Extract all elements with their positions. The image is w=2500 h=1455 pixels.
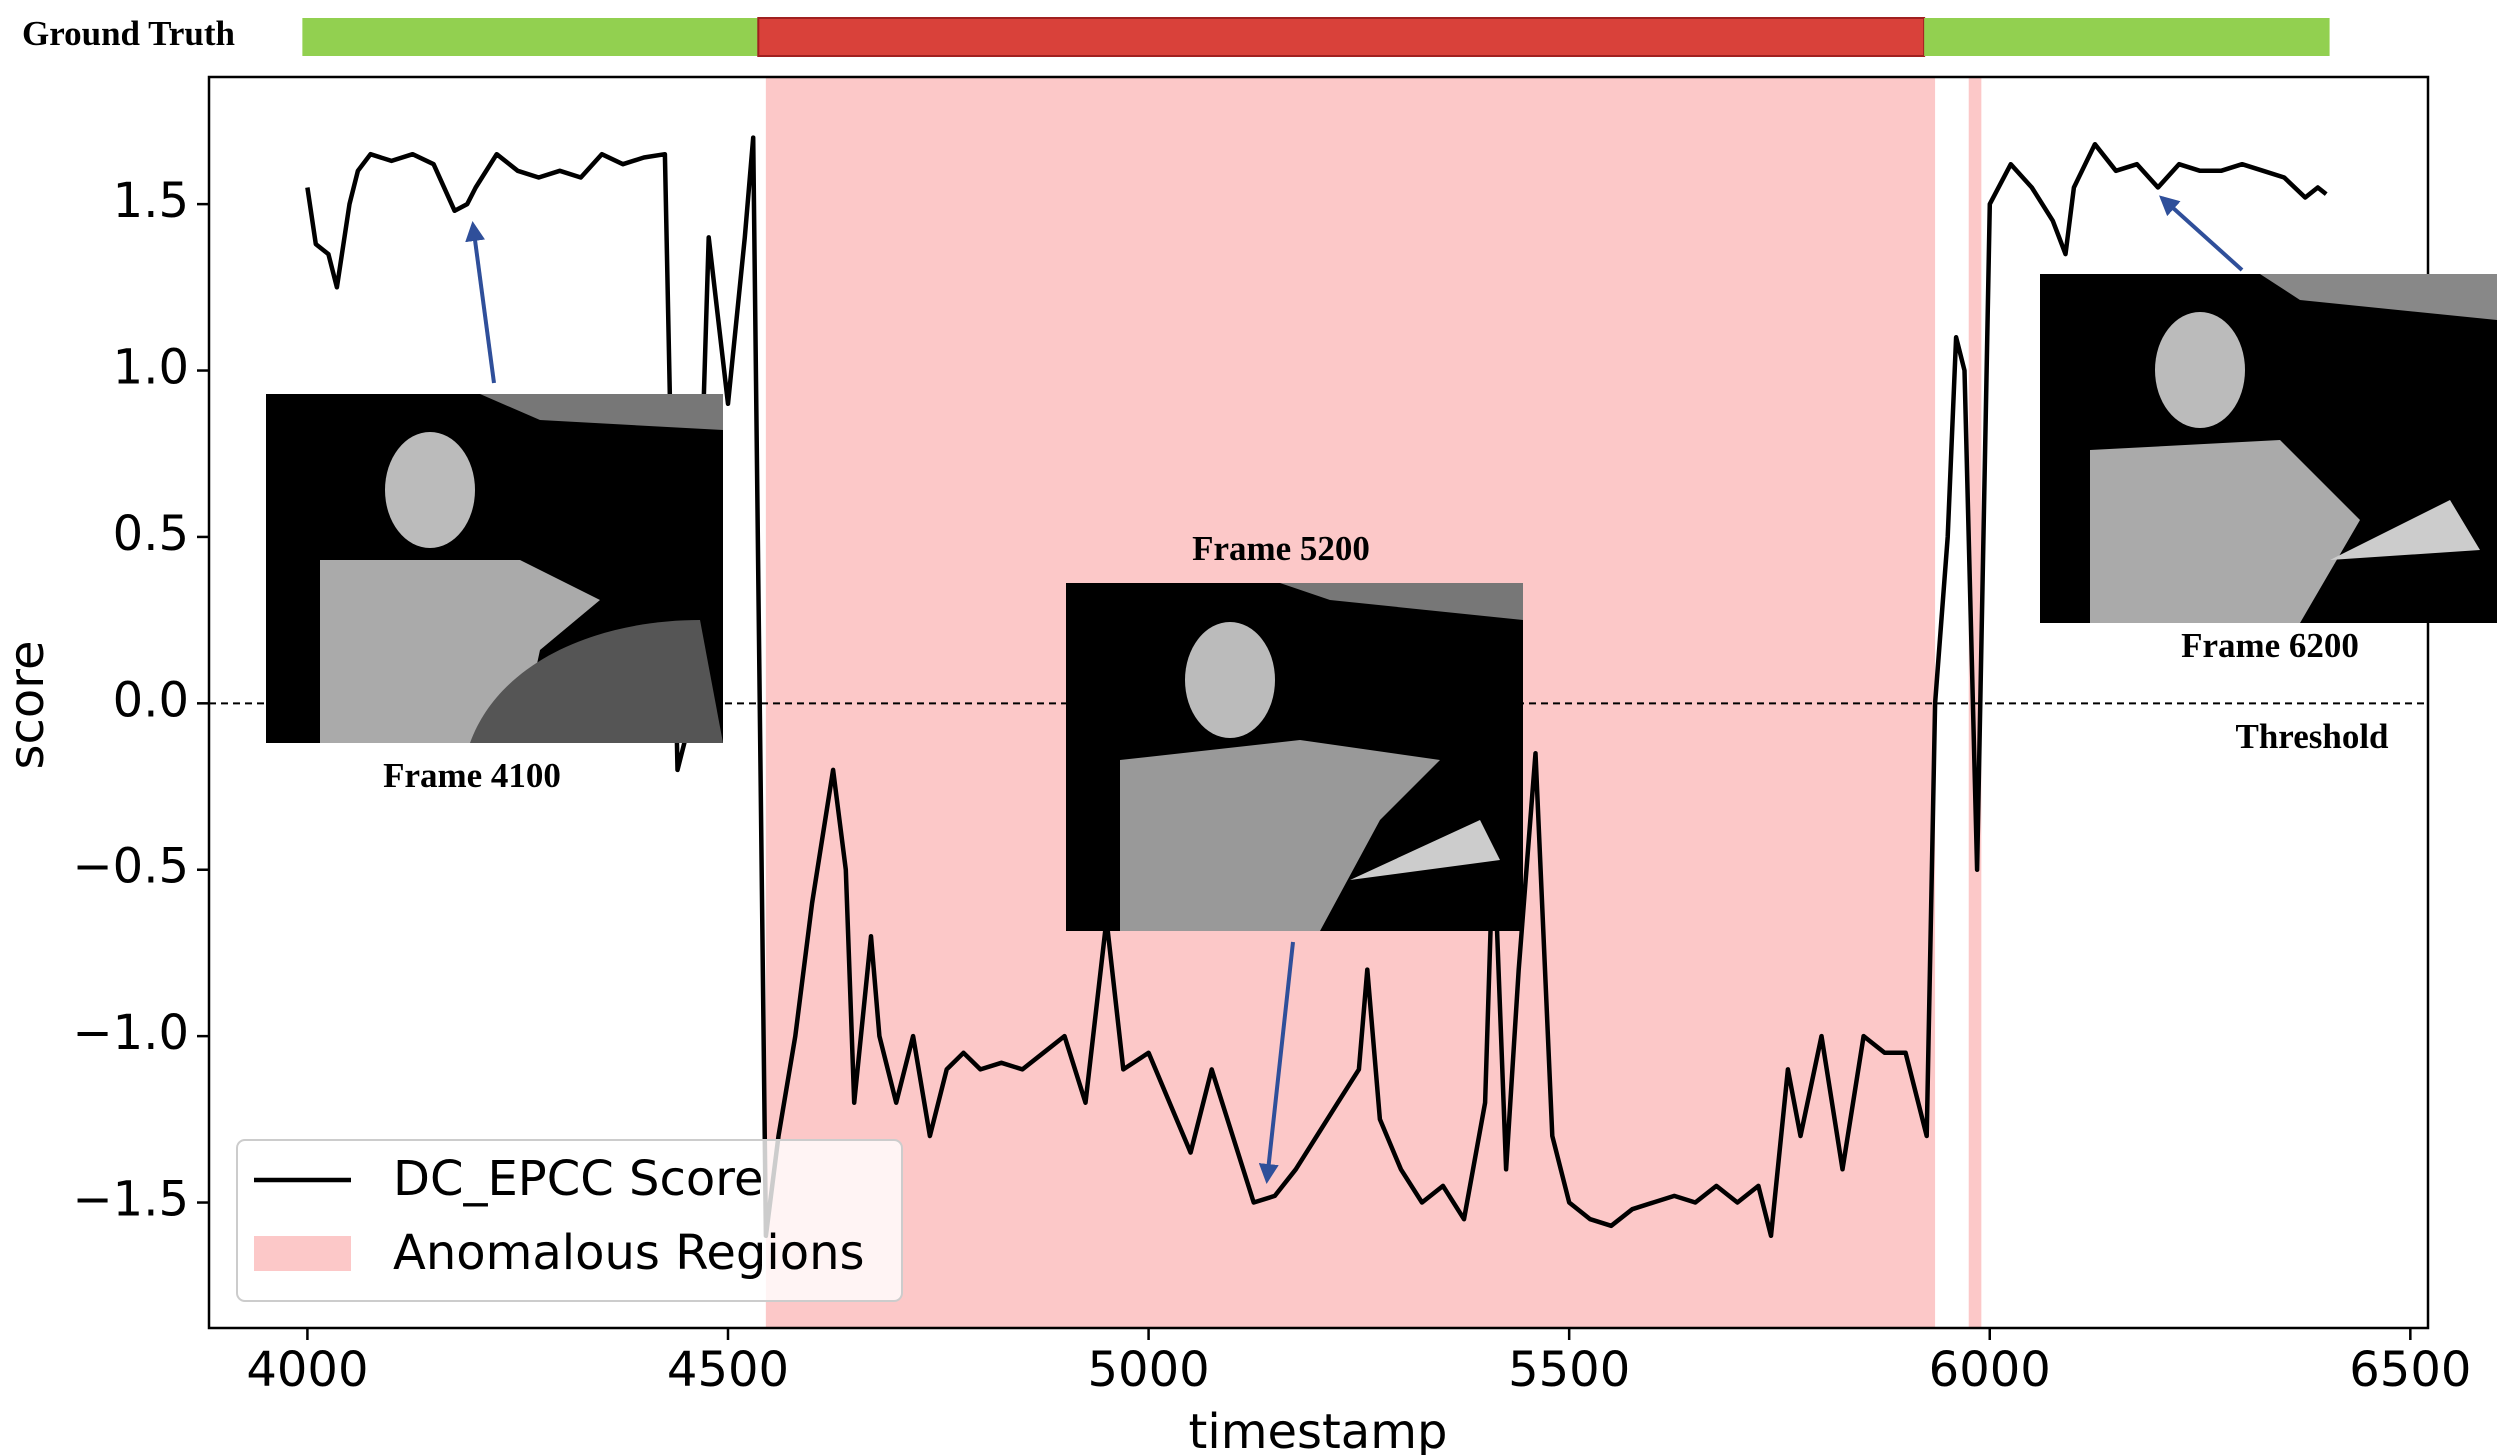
plot-frame [207,75,2430,1330]
annotation: Frame 4100 [383,756,561,795]
score-line [305,135,2328,1239]
y-tick-label: −0.5 [72,839,189,895]
x-axis-label: timestamp [1189,1404,1448,1455]
x-tick-label: 5500 [1508,1342,1630,1398]
x-tick-label: 4000 [246,1342,368,1398]
legend-label: DC_EPCC Score [393,1151,763,1207]
x-tick-label: 5000 [1088,1342,1210,1398]
y-tick-label: 0.0 [113,672,189,728]
ground-truth-segment [302,18,759,56]
legend-label: Anomalous Regions [393,1225,865,1281]
y-axis-label: score [0,641,55,770]
y-tick-label: 1.5 [113,173,189,229]
inset-6200 [2040,274,2497,623]
x-tick-label: 4500 [667,1342,789,1398]
legend-patch [254,1236,351,1271]
ground-truth-label: Ground Truth [22,14,235,53]
arrow [465,221,496,384]
annotation: Frame 5200 [1192,529,1370,568]
inset-5200 [1066,583,1523,931]
arrow [1258,941,1295,1184]
arrow [2159,195,2244,272]
ground-truth-segment [757,17,1926,57]
threshold-label: Threshold [2235,717,2389,756]
x-tick-label: 6000 [1929,1342,2051,1398]
y-tick-label: −1.0 [72,1005,189,1061]
legend-box [236,1139,903,1302]
inset-4100 [266,394,723,743]
x-tick-label: 6500 [2349,1342,2471,1398]
annotation: Frame 6200 [2181,626,2359,665]
y-tick-label: −1.5 [72,1172,189,1228]
ground-truth-segment [1924,18,2330,56]
y-tick-label: 1.0 [113,340,189,396]
y-tick-label: 0.5 [113,506,189,562]
